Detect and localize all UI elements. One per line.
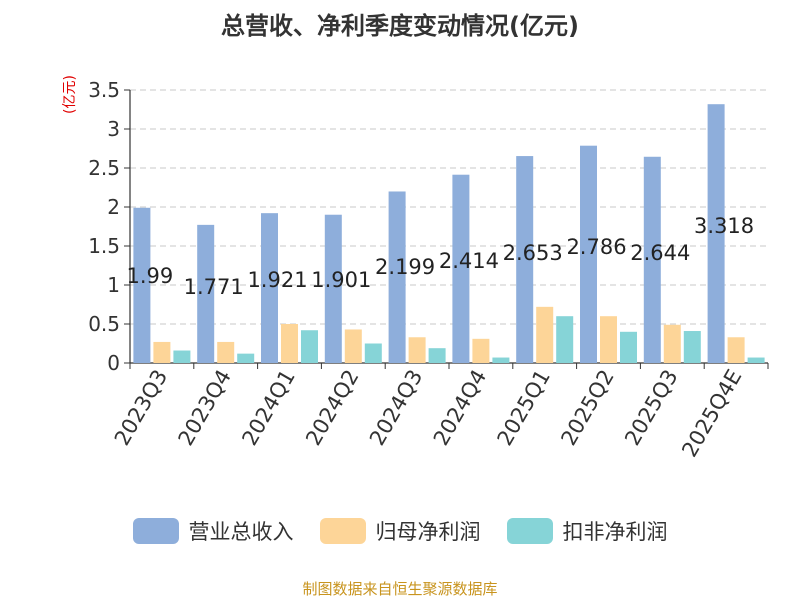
bar-2024Q4-2 xyxy=(492,357,510,363)
legend-label-revenue: 营业总收入 xyxy=(188,520,294,544)
y-tick-label: 0 xyxy=(107,351,120,375)
bar-2024Q2-0 xyxy=(324,214,342,363)
data-label-2024Q4: 2.414 xyxy=(439,249,499,273)
bar-2025Q4E-0 xyxy=(707,104,725,364)
y-tick-label: 2.5 xyxy=(88,156,120,180)
bar-2025Q2-0 xyxy=(580,145,597,363)
y-tick-label: 1 xyxy=(107,273,120,297)
data-label-2025Q3: 2.644 xyxy=(630,241,690,265)
legend-label-net-profit: 归母净利润 xyxy=(375,520,481,544)
bar-2023Q4-1 xyxy=(217,341,235,363)
legend-item-net-profit[interactable]: 归母净利润 xyxy=(319,516,481,546)
data-source-note: 制图数据来自恒生聚源数据库 xyxy=(302,580,498,598)
bar-2024Q1-0 xyxy=(261,213,278,363)
legend-label-deducted-profit: 扣非净利润 xyxy=(562,520,668,544)
bar-2025Q4E-2 xyxy=(747,357,765,363)
bar-2023Q3-2 xyxy=(173,350,191,363)
y-tick-label: 3.5 xyxy=(88,78,120,102)
legend: 营业总收入 归母净利润 扣非净利润 xyxy=(0,516,800,546)
x-tick-label: 2023Q4 xyxy=(174,366,236,450)
data-label-2024Q2: 1.901 xyxy=(311,268,371,292)
bar-2025Q3-1 xyxy=(663,324,681,363)
bar-2023Q4-0 xyxy=(197,224,215,363)
data-label-2023Q3: 1.99 xyxy=(127,264,174,288)
y-tick-label: 1.5 xyxy=(88,234,120,258)
data-label-2023Q4: 1.771 xyxy=(184,275,244,299)
bar-2024Q2-1 xyxy=(344,329,362,363)
y-tick-label: 2 xyxy=(107,195,120,219)
bar-2025Q1-2 xyxy=(556,316,574,363)
bar-chart: 0 0.5 1 1.5 2 2.5 3 3.5 2023Q3 2023Q4 2024Q1 2024Q2… xyxy=(88,78,769,462)
bar-2025Q2-2 xyxy=(620,331,637,363)
y-tick-label: 0.5 xyxy=(88,312,120,336)
data-label-2025Q4E: 3.318 xyxy=(694,214,754,238)
x-tick-label: 2025Q1 xyxy=(493,366,555,450)
bar-2024Q3-2 xyxy=(428,348,446,363)
bar-2024Q4-0 xyxy=(452,174,470,363)
bar-2025Q1-0 xyxy=(516,156,534,363)
bar-2024Q1-2 xyxy=(301,330,318,363)
legend-swatch-deducted-profit xyxy=(506,518,553,544)
data-label-2025Q1: 2.653 xyxy=(503,241,563,265)
legend-item-revenue[interactable]: 营业总收入 xyxy=(132,516,294,546)
chart-title: 总营收、净利季度变动情况(亿元) xyxy=(221,12,579,40)
bar-2023Q3-1 xyxy=(153,341,171,363)
data-label-2025Q2: 2.786 xyxy=(566,235,626,259)
bar-2024Q4-1 xyxy=(472,338,490,363)
bar-2025Q4E-1 xyxy=(727,337,745,363)
x-tick-label: 2024Q4 xyxy=(429,366,491,450)
bar-2024Q3-0 xyxy=(388,191,406,363)
x-tick-label: 2024Q1 xyxy=(237,366,299,450)
bar-2025Q2-1 xyxy=(600,316,617,363)
bar-2025Q1-1 xyxy=(536,306,554,363)
x-tick-label: 2025Q4E xyxy=(677,366,746,462)
bar-2024Q2-2 xyxy=(364,343,382,363)
x-tick-label: 2024Q3 xyxy=(365,366,427,450)
data-label-2024Q1: 1.921 xyxy=(247,268,307,292)
bar-2024Q3-1 xyxy=(408,337,426,363)
y-tick-label: 3 xyxy=(107,117,120,141)
x-tick-label: 2024Q2 xyxy=(301,366,363,450)
legend-swatch-revenue xyxy=(132,518,179,544)
bar-2025Q3-0 xyxy=(643,156,661,363)
bar-2024Q1-1 xyxy=(281,324,298,363)
x-tick-label: 2023Q3 xyxy=(110,366,172,450)
bar-2023Q4-2 xyxy=(237,353,255,363)
legend-swatch-net-profit xyxy=(319,518,366,544)
bar-2023Q3-0 xyxy=(133,207,151,363)
bar-2025Q3-2 xyxy=(683,331,701,363)
x-tick-label: 2025Q3 xyxy=(620,366,682,450)
data-label-2024Q3: 2.199 xyxy=(375,255,435,279)
legend-item-deducted-profit[interactable]: 扣非净利润 xyxy=(506,516,668,546)
x-tick-label: 2025Q2 xyxy=(556,366,618,450)
